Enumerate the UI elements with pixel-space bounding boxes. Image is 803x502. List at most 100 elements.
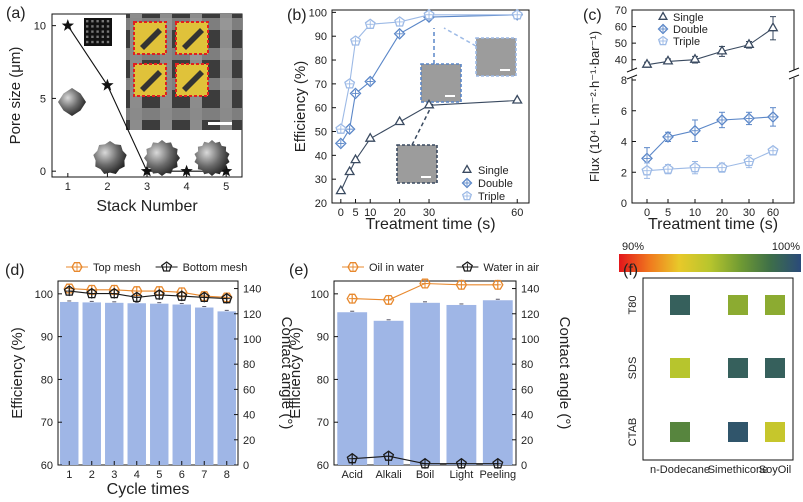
- legend-marker-shape: [461, 261, 473, 272]
- data-point-single: [716, 45, 728, 55]
- inset-arrow-triple: [443, 27, 477, 47]
- pattern-1-dot: [106, 40, 110, 44]
- legend-marker: [161, 261, 173, 272]
- x-tick-label: Peeling: [479, 469, 516, 481]
- panel-label-2: (c): [583, 7, 602, 24]
- pattern-1-dot: [91, 30, 94, 33]
- bar-alkali: [373, 320, 404, 465]
- data-point-single-shape: [716, 45, 728, 55]
- data-point-bottom-mesh: [108, 287, 120, 299]
- panel-b-frame: [331, 9, 530, 204]
- data-point-triple: [689, 161, 701, 173]
- y-axis-title: Pore size (μm): [7, 47, 24, 145]
- data-point-double: [662, 130, 674, 143]
- bar-7: [195, 307, 214, 465]
- data-point-top-mesh-shape: [86, 284, 98, 295]
- y-tick-label: 100: [35, 289, 53, 301]
- data-point-bottom-mesh: [198, 291, 210, 303]
- y-tick-label: 0: [621, 198, 627, 210]
- pattern-1-dot: [106, 25, 110, 28]
- x-tick-label: Boil: [416, 469, 434, 481]
- panel-b: 0 5 10 20 30 60 20 30 40 50 60 70 80 90 100 SingleDoubl…: [292, 7, 530, 233]
- sem-scale-bar: [208, 122, 232, 125]
- pattern-1-dot: [96, 40, 99, 44]
- y-tick-label: 30: [315, 174, 327, 186]
- heatmap-cell: [728, 295, 748, 315]
- x-tick-label: 20: [394, 207, 406, 219]
- colorbar-max-label: 100%: [772, 241, 800, 253]
- bar-boil: [410, 302, 440, 465]
- bar-3: [105, 302, 124, 465]
- panel-label-1: (b): [287, 7, 307, 24]
- pattern-5: [194, 140, 230, 176]
- data-point-triple: [423, 9, 435, 20]
- x-tick-label: 30: [743, 207, 755, 219]
- inset-arrow-single: [411, 102, 434, 146]
- data-point-bottom-mesh-shape: [176, 290, 188, 301]
- sem-pore-dark: [140, 70, 162, 92]
- panel-label-0: (a): [6, 5, 26, 22]
- legend-marker-single-shape: [461, 164, 473, 173]
- data-point-bottom-mesh: [63, 285, 75, 296]
- legend-marker: [461, 261, 473, 272]
- bar-peeling: [482, 300, 513, 465]
- data-point-triple: [394, 16, 406, 27]
- x-tick-label: 4: [184, 181, 190, 193]
- heatmap-cell: [728, 422, 748, 442]
- axis-break-gap: [630, 70, 796, 78]
- legend-marker-shape: [347, 262, 359, 272]
- pattern-2: [58, 88, 86, 116]
- data-point-single: [511, 94, 523, 104]
- data-point-single: [350, 153, 362, 164]
- heatmap-cell: [765, 422, 785, 442]
- data-point-bottom-mesh-shape: [221, 292, 233, 304]
- data-point-star: [220, 164, 233, 177]
- bar-1: [60, 301, 79, 465]
- legend-marker-double: [461, 177, 473, 189]
- data-point-triple: [716, 161, 728, 173]
- col-label: SoyOil: [759, 464, 791, 476]
- pattern-1-dot: [101, 20, 104, 23]
- y-tick-label: 70: [41, 417, 53, 429]
- y-tick-label: 10: [34, 21, 46, 33]
- data-point-bottom-mesh: [131, 291, 143, 303]
- data-point-bottom-mesh-shape: [198, 291, 210, 303]
- data-point-single: [743, 38, 755, 48]
- data-point-single: [689, 53, 701, 63]
- x-tick-label: 7: [201, 469, 207, 481]
- y-tick-label: 50: [615, 38, 627, 50]
- y2-tick-label: 80: [521, 359, 533, 371]
- x-tick-label: 6: [179, 469, 185, 481]
- data-point-top-mesh-shape: [63, 283, 76, 294]
- sem-pore-dark: [140, 28, 162, 50]
- x-tick-label: 2: [104, 181, 110, 193]
- data-point-double: [393, 27, 406, 40]
- y-tick-label: 90: [317, 332, 329, 344]
- data-point-single-shape: [689, 53, 701, 63]
- y-tick-label: 40: [615, 55, 627, 67]
- y2-axis-title: Contact angle (°): [278, 317, 295, 430]
- data-point-double: [767, 110, 779, 123]
- data-point-single-shape: [344, 165, 356, 176]
- y-tick-label: 20: [315, 198, 327, 210]
- panel-label-4: (e): [289, 262, 309, 279]
- x-tick-label: 0: [338, 207, 344, 219]
- x-tick-label: 60: [511, 207, 523, 219]
- y2-tick-label: 60: [243, 384, 255, 396]
- x-tick-label: 20: [716, 207, 728, 219]
- y2-tick-label: 0: [521, 460, 527, 472]
- data-point-oil-in-water: [492, 279, 504, 290]
- data-point-bottom-mesh: [176, 290, 188, 301]
- pattern-1-dot: [91, 40, 94, 44]
- pattern-1-dot: [101, 30, 104, 33]
- data-point-triple: [344, 78, 356, 89]
- data-point-single-shape: [394, 115, 406, 126]
- bar-5: [150, 303, 169, 465]
- x-tick-label: 1: [65, 181, 71, 193]
- x-tick-label: 5: [352, 207, 358, 219]
- pattern-1-dot: [96, 30, 99, 33]
- pattern-1-dot: [96, 25, 99, 28]
- data-point-double: [716, 114, 728, 126]
- bar-8: [217, 311, 236, 465]
- colorbar: [619, 254, 801, 272]
